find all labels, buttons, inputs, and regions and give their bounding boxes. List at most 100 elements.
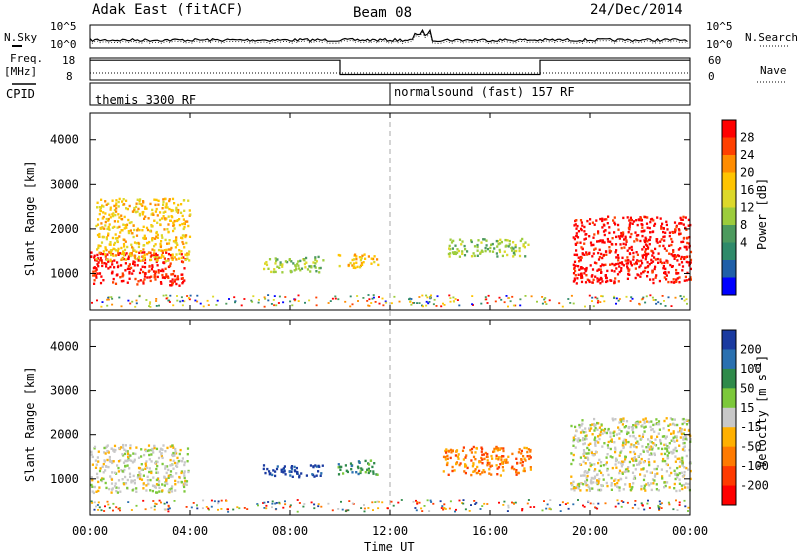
data-cell — [381, 501, 384, 504]
data-cell — [169, 475, 172, 478]
data-cell — [649, 231, 652, 234]
data-cell — [130, 509, 133, 511]
data-cell — [100, 241, 104, 244]
data-cell — [288, 258, 291, 262]
data-cell — [656, 465, 659, 468]
data-cell — [144, 449, 147, 453]
data-cell — [141, 204, 144, 207]
data-cell — [573, 277, 576, 280]
data-cell — [503, 301, 506, 304]
data-cell — [448, 294, 451, 297]
data-cell — [604, 502, 607, 505]
data-cell — [97, 246, 100, 249]
data-cell — [135, 302, 138, 305]
data-cell — [488, 250, 492, 253]
data-cell — [153, 255, 156, 259]
data-cell — [673, 257, 676, 260]
data-cell — [590, 427, 593, 430]
data-cell — [370, 262, 373, 265]
data-cell — [101, 465, 104, 468]
data-cell — [633, 475, 636, 478]
data-cell — [128, 472, 132, 475]
data-cell — [160, 217, 164, 220]
data-cell — [632, 220, 636, 223]
data-cell — [592, 236, 595, 239]
data-cell — [599, 217, 602, 221]
data-cell — [98, 251, 101, 254]
data-cell — [390, 302, 393, 305]
data-cell — [653, 452, 656, 455]
data-cell — [497, 456, 500, 459]
data-cell — [119, 446, 123, 449]
data-cell — [122, 223, 125, 226]
data-cell — [659, 258, 662, 261]
data-cell — [130, 481, 133, 484]
data-cell — [613, 483, 617, 486]
data-cell — [602, 464, 605, 467]
data-cell — [162, 294, 165, 297]
data-cell — [176, 465, 179, 468]
data-cell — [130, 254, 133, 257]
data-cell — [626, 256, 629, 259]
data-cell — [625, 262, 628, 265]
data-cell — [661, 295, 664, 297]
data-cell — [528, 454, 531, 458]
data-cell — [185, 506, 188, 508]
data-cell — [95, 224, 98, 228]
data-cell — [278, 266, 281, 269]
data-cell — [567, 507, 570, 510]
data-cell — [453, 469, 456, 472]
data-cell — [525, 446, 528, 450]
data-cell — [493, 447, 496, 451]
data-cell — [127, 231, 130, 235]
data-cell — [132, 262, 135, 265]
data-cell — [181, 304, 184, 307]
data-cell — [649, 425, 652, 429]
data-cell — [154, 272, 157, 275]
data-cell — [621, 263, 624, 266]
data-cell — [572, 458, 575, 462]
data-cell — [628, 228, 631, 231]
data-cell — [327, 502, 330, 505]
data-cell — [175, 219, 178, 223]
data-cell — [284, 500, 286, 503]
data-cell — [685, 260, 688, 264]
data-cell — [676, 466, 679, 470]
data-cell — [173, 280, 176, 283]
data-cell — [178, 218, 181, 221]
data-cell — [174, 241, 177, 244]
data-cell — [315, 260, 318, 263]
data-cell — [170, 284, 173, 287]
colorbar-swatch — [722, 190, 736, 208]
data-cell — [526, 502, 529, 505]
data-cell — [392, 504, 395, 507]
data-cell — [131, 461, 134, 464]
data-cell — [154, 502, 157, 505]
data-cell — [580, 221, 583, 224]
data-cell — [352, 266, 355, 269]
data-cell — [635, 251, 638, 254]
data-cell — [584, 269, 587, 273]
data-cell — [630, 487, 633, 490]
data-cell — [169, 248, 172, 251]
data-cell — [196, 300, 199, 303]
data-cell — [93, 501, 96, 504]
data-cell — [575, 219, 578, 222]
data-cell — [337, 253, 340, 257]
data-cell — [608, 231, 611, 235]
data-cell — [170, 463, 173, 467]
data-cell — [625, 239, 628, 242]
data-cell — [642, 418, 645, 421]
data-cell — [678, 472, 681, 475]
data-cell — [512, 251, 515, 255]
data-cell — [400, 499, 403, 501]
data-cell — [548, 508, 551, 510]
data-cell — [155, 483, 159, 486]
data-cell — [644, 417, 647, 420]
data-cell — [145, 299, 148, 301]
data-cell — [233, 296, 236, 299]
data-cell — [665, 278, 668, 281]
data-cell — [581, 276, 584, 279]
colorbar-tick-label: 20 — [740, 166, 754, 180]
data-cell — [97, 489, 100, 493]
